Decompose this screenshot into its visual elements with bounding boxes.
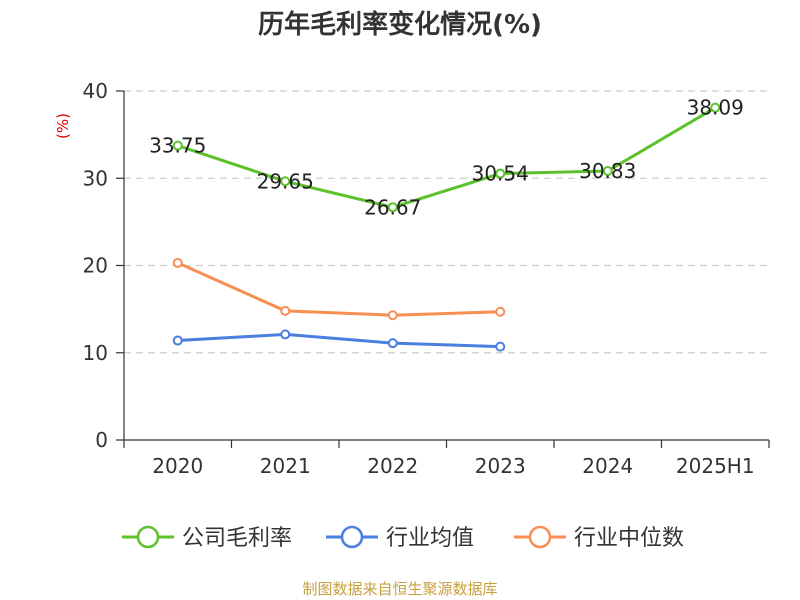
- series-lines: [176, 106, 717, 349]
- data-label: 38.09: [687, 96, 744, 120]
- x-tick-label: 2021: [260, 454, 311, 478]
- y-tick-label: 10: [83, 341, 108, 365]
- data-point: [172, 257, 183, 268]
- legend-label: 行业中位数: [574, 526, 684, 551]
- x-tick-label: 2025H1: [676, 454, 755, 478]
- y-axis-ticks: 0 10 20 30 40: [83, 79, 124, 452]
- x-tick-label: 2024: [582, 454, 633, 478]
- data-label: 30.54: [472, 162, 529, 186]
- source-note: 制图数据来自恒生聚源数据库: [302, 580, 497, 598]
- data-point: [495, 168, 506, 179]
- data-point: [495, 341, 506, 352]
- data-label: 26.67: [364, 195, 421, 219]
- x-axis-ticks: 2020 2021 2022 2023 2024 2025H1: [123, 440, 770, 478]
- data-point: [280, 305, 291, 316]
- x-tick-label: 2023: [475, 454, 526, 478]
- data-point: [602, 166, 613, 177]
- y-tick-label: 40: [83, 79, 108, 103]
- data-label: 33.75: [149, 134, 206, 158]
- data-point: [172, 335, 183, 346]
- x-tick-label: 2022: [367, 454, 418, 478]
- x-tick-label: 2020: [152, 454, 203, 478]
- series-points: [172, 102, 721, 352]
- y-axis-unit: (%): [54, 113, 72, 139]
- y-tick-label: 30: [83, 166, 108, 190]
- series-line-2: [176, 261, 502, 317]
- legend-item[interactable]: 行业中位数: [514, 525, 684, 551]
- data-label: 30.83: [579, 159, 636, 183]
- data-point: [710, 102, 721, 113]
- legend-item[interactable]: 行业均值: [326, 525, 474, 551]
- legend[interactable]: 公司毛利率 行业均值 行业中位数: [122, 525, 684, 551]
- data-label: 29.65: [257, 169, 314, 193]
- data-point: [280, 329, 291, 340]
- data-point: [280, 176, 291, 187]
- data-point: [495, 306, 506, 317]
- y-tick-label: 0: [95, 428, 108, 452]
- data-labels: 33.75 29.65 26.67 30.54 30.83 38.09: [149, 96, 744, 220]
- y-tick-label: 20: [83, 254, 108, 278]
- legend-label: 行业均值: [386, 526, 474, 551]
- series-line-0: [176, 106, 717, 209]
- legend-swatch-marker: [340, 525, 364, 549]
- legend-swatch-marker: [136, 525, 160, 549]
- data-point: [387, 310, 398, 321]
- series-line-1: [176, 332, 502, 349]
- legend-label: 公司毛利率: [182, 526, 292, 551]
- legend-swatch-marker: [528, 525, 552, 549]
- data-point: [387, 338, 398, 349]
- legend-item[interactable]: 公司毛利率: [122, 525, 292, 551]
- data-point: [172, 140, 183, 151]
- data-point: [387, 202, 398, 213]
- chart-title: 历年毛利率变化情况(%): [258, 9, 542, 40]
